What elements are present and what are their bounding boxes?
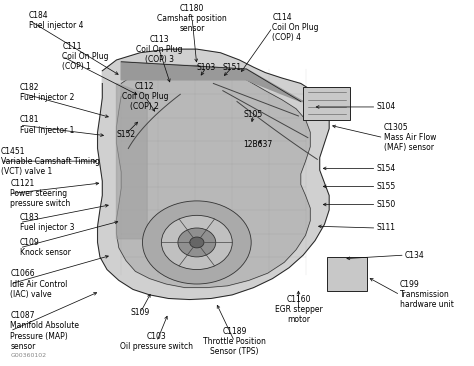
Circle shape <box>161 215 232 269</box>
Text: S152: S152 <box>117 130 136 139</box>
Polygon shape <box>121 62 303 101</box>
Text: C184
Fuel injector 4: C184 Fuel injector 4 <box>29 11 83 30</box>
Text: C114
Coil On Plug
(COP) 4: C114 Coil On Plug (COP) 4 <box>273 13 319 42</box>
Text: C111
Coil On Plug
(COP) 1: C111 Coil On Plug (COP) 1 <box>62 42 109 71</box>
FancyBboxPatch shape <box>327 257 367 291</box>
Text: C109
Knock sensor: C109 Knock sensor <box>19 238 71 257</box>
Text: C199
Transmission
hardware unit: C199 Transmission hardware unit <box>400 280 454 309</box>
Text: C1066
Idle Air Control
(IAC) valve: C1066 Idle Air Control (IAC) valve <box>10 269 67 299</box>
FancyBboxPatch shape <box>303 87 350 120</box>
Text: C1121
Power steering
pressure switch: C1121 Power steering pressure switch <box>10 179 71 208</box>
Text: C1087
Manifold Absolute
Pressure (MAP)
sensor: C1087 Manifold Absolute Pressure (MAP) s… <box>10 311 79 351</box>
Text: S151: S151 <box>223 63 242 72</box>
Polygon shape <box>117 83 147 239</box>
Text: S109: S109 <box>130 309 150 317</box>
Text: C1451
Variable Camshaft Timing
(VCT) valve 1: C1451 Variable Camshaft Timing (VCT) val… <box>0 147 100 176</box>
Text: C112
Coil On Plug
(COP) 2: C112 Coil On Plug (COP) 2 <box>122 82 168 111</box>
Text: C103
Oil pressure switch: C103 Oil pressure switch <box>120 332 193 351</box>
Text: S105: S105 <box>244 110 263 119</box>
Text: C1180
Camshaft position
sensor: C1180 Camshaft position sensor <box>157 4 227 33</box>
Text: S103: S103 <box>197 63 216 72</box>
Text: C1189
Throttle Position
Sensor (TPS): C1189 Throttle Position Sensor (TPS) <box>203 327 266 356</box>
Text: C1160
EGR stepper
motor: C1160 EGR stepper motor <box>274 295 322 324</box>
Circle shape <box>178 228 216 257</box>
Text: C134: C134 <box>405 251 425 259</box>
Text: C181
Fuel injector 1: C181 Fuel injector 1 <box>19 116 74 135</box>
Text: C1305
Mass Air Flow
(MAF) sensor: C1305 Mass Air Flow (MAF) sensor <box>383 123 436 152</box>
Text: S104: S104 <box>376 102 396 112</box>
Text: S154: S154 <box>376 164 396 173</box>
Text: G00360102: G00360102 <box>10 353 46 358</box>
Text: C182
Fuel injector 2: C182 Fuel injector 2 <box>19 83 74 102</box>
Polygon shape <box>117 66 310 288</box>
Text: S111: S111 <box>376 224 395 232</box>
Circle shape <box>143 201 251 284</box>
Text: S150: S150 <box>376 200 396 209</box>
Polygon shape <box>98 49 329 299</box>
Circle shape <box>190 237 204 248</box>
Text: C183
Fuel injector 3: C183 Fuel injector 3 <box>19 213 74 232</box>
Text: C113
Coil On Plug
(COP) 3: C113 Coil On Plug (COP) 3 <box>136 35 182 64</box>
Text: 12B637: 12B637 <box>244 141 273 149</box>
Text: S155: S155 <box>376 182 396 191</box>
